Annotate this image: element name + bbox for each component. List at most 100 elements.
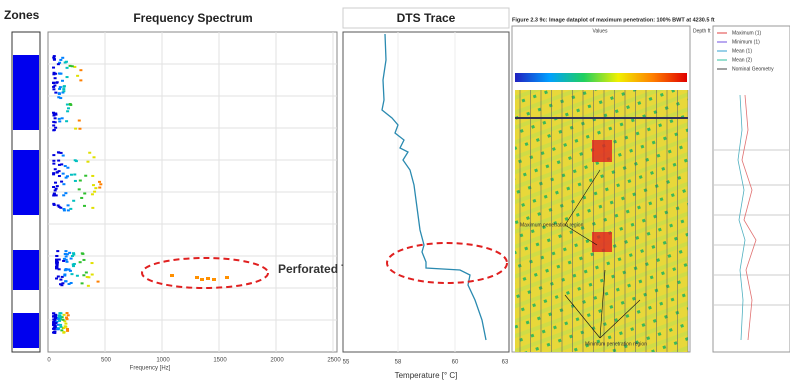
legend-label: Maximum (1) xyxy=(732,30,762,36)
heat-cell xyxy=(78,127,82,130)
heat-cell xyxy=(52,159,56,162)
heat-cell xyxy=(57,258,61,261)
heat-cell xyxy=(78,179,82,182)
heat-cell xyxy=(65,327,69,330)
heat-cell xyxy=(85,276,89,279)
heat-cell xyxy=(55,255,59,258)
heat-cell xyxy=(61,172,65,175)
pointer-lines xyxy=(564,169,641,339)
heat-cell xyxy=(63,273,67,276)
heat-cell xyxy=(52,173,56,176)
heat-cell xyxy=(69,257,73,260)
heat-cell xyxy=(54,126,58,129)
dts-title-box xyxy=(342,7,510,29)
heat-cell xyxy=(57,96,61,99)
heat-cell xyxy=(74,160,78,163)
heat-cell xyxy=(64,316,68,319)
heat-cell xyxy=(90,262,94,265)
heat-cell xyxy=(57,170,61,173)
heat-cell xyxy=(92,156,96,159)
heat-cell xyxy=(66,268,70,271)
heat-cell xyxy=(62,257,66,260)
heat-cell xyxy=(56,250,60,253)
heat-cell xyxy=(66,107,70,110)
x-tick-label: 60 xyxy=(452,360,459,366)
heat-cell xyxy=(70,255,74,258)
heat-cell xyxy=(59,312,63,315)
heat-cell xyxy=(52,56,56,59)
heat-cell xyxy=(54,112,58,115)
zone xyxy=(13,150,39,215)
heat-cell xyxy=(64,250,68,253)
heat-cell xyxy=(195,276,199,279)
heat-cell xyxy=(66,209,70,212)
heat-cell xyxy=(54,91,58,94)
heat-cell xyxy=(63,253,67,256)
heat-cell xyxy=(63,61,67,64)
zone xyxy=(13,313,39,348)
heat-cell xyxy=(55,261,59,264)
heat-cell xyxy=(65,312,69,315)
heat-cell xyxy=(64,192,68,195)
heat-cell xyxy=(73,173,77,176)
heat-cell xyxy=(66,314,70,317)
heat-cell xyxy=(65,120,69,123)
heat-cell xyxy=(66,166,70,169)
heat-cell xyxy=(59,278,63,281)
heat-cell xyxy=(52,186,56,189)
heat-cell xyxy=(54,72,58,75)
heat-cell xyxy=(94,187,98,190)
heat-cell xyxy=(68,103,72,106)
heat-cell xyxy=(53,121,57,124)
heat-cell xyxy=(52,129,56,132)
heat-cell xyxy=(66,204,70,207)
heat-cell xyxy=(63,320,67,323)
heat-cell xyxy=(53,324,57,327)
dts-frame xyxy=(342,31,510,353)
heat-cell xyxy=(57,163,61,166)
heat-cell xyxy=(52,202,56,205)
spectrum-title: Frequency Spectrum xyxy=(133,11,252,25)
heat-cell xyxy=(63,269,67,272)
heat-cell xyxy=(63,165,67,168)
heat-cell xyxy=(53,168,57,171)
heat-cell xyxy=(62,208,66,211)
heat-cell xyxy=(52,85,56,88)
heat-cell xyxy=(60,316,64,319)
heat-cell xyxy=(81,252,85,255)
heat-cell xyxy=(68,269,72,272)
zone xyxy=(13,55,39,130)
legend-label: Minimum (1) xyxy=(732,39,760,45)
heat-cell xyxy=(62,85,66,88)
dts-x-label: Temperature [° C] xyxy=(395,371,458,380)
heat-cell xyxy=(79,79,83,82)
heat-cell xyxy=(62,90,66,93)
heat-cell xyxy=(63,274,67,277)
color-bar xyxy=(515,73,687,82)
heat-cell xyxy=(98,180,102,183)
heat-cell xyxy=(58,317,62,320)
legend-label: Nominal Geometry xyxy=(732,66,774,72)
heat-cell xyxy=(83,192,87,195)
heat-cell xyxy=(56,275,60,278)
heat-cell xyxy=(70,273,74,276)
image-caption: Figure 2.3 9c: Image dataplot of maximum… xyxy=(512,17,715,23)
heat-cell xyxy=(53,84,57,87)
heat-cell xyxy=(84,174,88,177)
heat-cell xyxy=(170,274,174,277)
region-label: Maximum penetration region xyxy=(520,222,584,228)
heat-cell xyxy=(60,117,64,120)
heat-cell xyxy=(69,281,73,284)
heat-cell xyxy=(61,282,65,285)
heat-cell xyxy=(52,71,56,74)
heat-cell xyxy=(53,317,57,320)
log-curve xyxy=(737,94,746,341)
heat-cell xyxy=(57,205,61,208)
heat-cell xyxy=(61,318,65,321)
heat-cell xyxy=(55,171,59,174)
heat-cell xyxy=(62,326,66,329)
dts-grid xyxy=(397,32,456,352)
heat-cell xyxy=(60,163,64,166)
heat-cell xyxy=(57,151,61,154)
heat-cell xyxy=(64,176,68,179)
